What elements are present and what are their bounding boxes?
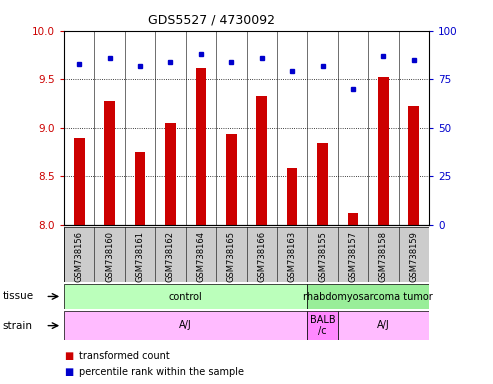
Bar — [307, 311, 338, 340]
Text: GSM738163: GSM738163 — [287, 231, 297, 282]
Text: transformed count: transformed count — [79, 351, 170, 361]
Bar — [338, 311, 429, 340]
Text: BALB
/c: BALB /c — [310, 314, 335, 336]
Bar — [307, 284, 429, 309]
Bar — [196, 68, 206, 225]
Text: rhabdomyosarcoma tumor: rhabdomyosarcoma tumor — [303, 291, 433, 302]
Bar — [135, 152, 145, 225]
Bar — [408, 106, 419, 225]
Text: GSM738156: GSM738156 — [75, 231, 84, 282]
Bar — [378, 77, 388, 225]
Bar — [165, 123, 176, 225]
Text: GDS5527 / 4730092: GDS5527 / 4730092 — [148, 13, 276, 26]
Text: ■: ■ — [64, 367, 73, 377]
Text: GSM738166: GSM738166 — [257, 231, 266, 282]
Text: GSM738164: GSM738164 — [196, 231, 206, 282]
Text: A/J: A/J — [377, 320, 389, 331]
Text: GSM738159: GSM738159 — [409, 231, 418, 282]
Text: GSM738158: GSM738158 — [379, 231, 388, 282]
Text: GSM738162: GSM738162 — [166, 231, 175, 282]
Bar — [317, 143, 328, 225]
Bar — [74, 138, 85, 225]
Bar — [64, 284, 307, 309]
Bar — [287, 169, 297, 225]
Text: GSM738161: GSM738161 — [136, 231, 144, 282]
Text: ■: ■ — [64, 351, 73, 361]
Text: A/J: A/J — [179, 320, 192, 331]
Text: strain: strain — [2, 321, 33, 331]
Bar — [256, 96, 267, 225]
Text: GSM738157: GSM738157 — [349, 231, 357, 282]
Bar — [64, 311, 307, 340]
Text: GSM738160: GSM738160 — [105, 231, 114, 282]
Bar — [226, 134, 237, 225]
Bar — [105, 101, 115, 225]
Text: control: control — [169, 291, 203, 302]
Text: GSM738165: GSM738165 — [227, 231, 236, 282]
Text: tissue: tissue — [2, 291, 34, 301]
Bar — [348, 213, 358, 225]
Text: GSM738155: GSM738155 — [318, 231, 327, 282]
Text: percentile rank within the sample: percentile rank within the sample — [79, 367, 244, 377]
